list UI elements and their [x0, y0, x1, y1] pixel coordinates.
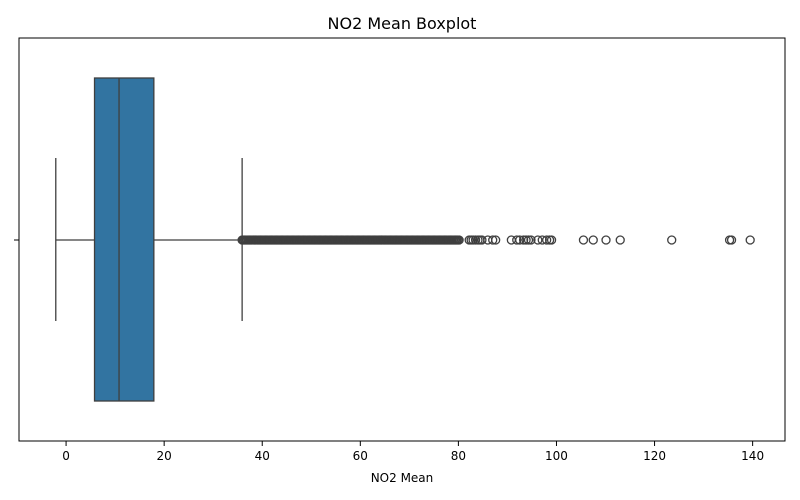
- chart-title: NO2 Mean Boxplot: [328, 14, 477, 33]
- outlier-point: [546, 235, 557, 245]
- x-tick-label: 140: [741, 449, 764, 463]
- outlier-point: [533, 235, 543, 245]
- outlier-point: [526, 235, 536, 245]
- outlier-point: [488, 235, 498, 245]
- outlier-point: [601, 235, 611, 245]
- x-axis-label: NO2 Mean: [371, 471, 434, 485]
- outlier-point: [468, 235, 478, 245]
- outlier-points: [237, 235, 755, 245]
- outlier-point: [477, 235, 487, 245]
- outlier-point: [667, 235, 677, 245]
- outlier-point: [521, 235, 531, 245]
- outlier-point: [726, 235, 737, 245]
- outlier-point: [542, 235, 552, 245]
- x-tick-label: 80: [451, 449, 466, 463]
- x-tick-label: 120: [643, 449, 666, 463]
- outlier-point: [491, 235, 501, 245]
- outlier-point: [512, 235, 522, 245]
- outlier-point: [470, 235, 481, 245]
- x-tick-label: 60: [353, 449, 368, 463]
- outlier-point: [615, 235, 625, 245]
- outlier-point: [745, 235, 755, 245]
- iqr-box: [93, 77, 155, 402]
- x-tick-label: 20: [157, 449, 172, 463]
- outlier-point: [523, 235, 534, 245]
- outlier-point: [588, 235, 598, 245]
- outlier-point: [515, 235, 525, 245]
- outlier-point: [454, 235, 464, 245]
- x-axis-ticks: 0 20 40 60 80 100 120 140: [62, 441, 764, 463]
- x-tick-label: 0: [62, 449, 70, 463]
- x-tick-label: 100: [545, 449, 568, 463]
- outlier-point: [578, 235, 589, 245]
- x-tick-label: 40: [255, 449, 270, 463]
